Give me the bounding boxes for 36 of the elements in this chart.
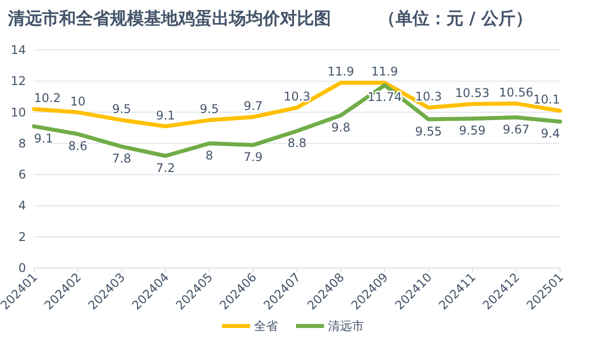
legend-label: 全省 [254,319,278,333]
data-label: 8 [206,148,214,162]
data-label: 9.7 [244,98,263,113]
data-label: 9.55 [415,124,442,138]
data-label: 10.3 [415,90,442,104]
y-tick-label: 4 [18,198,26,213]
y-tick-label: 12 [10,74,26,88]
title: 清远市和全省规模基地鸡蛋出场均价对比图 （单位：元 / 公斤） [8,9,532,29]
data-label: 9.5 [200,102,219,116]
data-label: 9.4 [540,126,560,141]
data-label: 8.6 [68,139,88,154]
data-label: 7.8 [112,152,132,166]
data-label: 8.8 [287,136,307,150]
data-label: 11.9 [327,64,354,79]
data-label: 9.1 [34,131,54,146]
y-tick-label: 14 [10,43,26,57]
legend-label: 清远市 [328,319,364,333]
y-tick-label: 10 [10,105,26,120]
data-label: 10.2 [34,91,61,106]
data-label: 11.9 [371,64,398,79]
data-label: 9.8 [331,120,350,134]
data-label: 10.56 [498,86,534,100]
y-tick-label: 2 [18,230,26,244]
y-tick-label: 8 [18,136,26,150]
data-label: 9.5 [112,102,132,116]
data-label: 7.9 [244,150,263,164]
data-label: 10.3 [284,90,310,104]
y-tick-label: 6 [18,168,26,182]
data-label: 10.53 [455,86,490,100]
data-label: 7.2 [156,160,176,175]
y-tick-label: 0 [18,261,26,275]
data-label: 10 [70,94,86,108]
data-label: 9.1 [156,108,176,122]
data-label: 9.59 [458,124,486,138]
data-label: 9.67 [502,122,530,136]
data-label: 10.1 [533,92,560,107]
